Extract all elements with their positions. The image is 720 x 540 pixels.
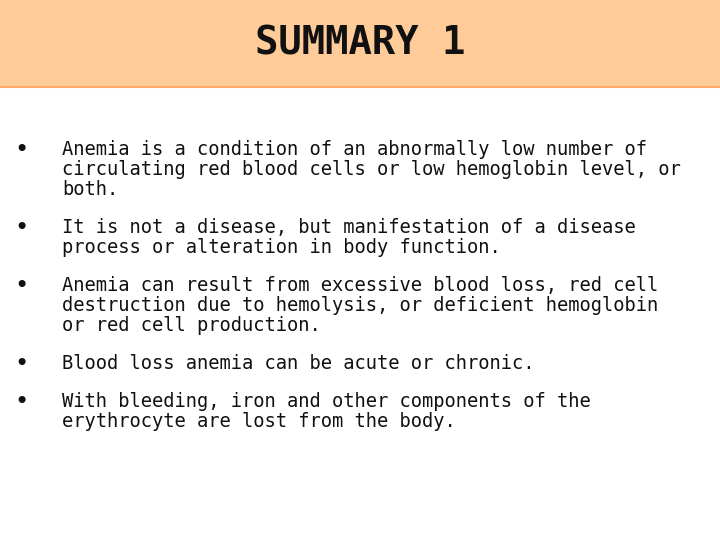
Text: destruction due to hemolysis, or deficient hemoglobin: destruction due to hemolysis, or deficie… — [62, 296, 658, 315]
Text: Blood loss anemia can be acute or chronic.: Blood loss anemia can be acute or chroni… — [62, 354, 534, 373]
Text: both.: both. — [62, 180, 118, 199]
Text: erythrocyte are lost from the body.: erythrocyte are lost from the body. — [62, 412, 456, 431]
Text: Anemia is a condition of an abnormally low number of: Anemia is a condition of an abnormally l… — [62, 140, 647, 159]
Text: process or alteration in body function.: process or alteration in body function. — [62, 238, 500, 257]
Text: •: • — [15, 216, 29, 240]
Text: •: • — [15, 390, 29, 414]
Text: Anemia can result from excessive blood loss, red cell: Anemia can result from excessive blood l… — [62, 276, 658, 295]
Text: SUMMARY 1: SUMMARY 1 — [255, 25, 465, 63]
Text: With bleeding, iron and other components of the: With bleeding, iron and other components… — [62, 392, 590, 411]
Text: It is not a disease, but manifestation of a disease: It is not a disease, but manifestation o… — [62, 218, 636, 237]
Text: or red cell production.: or red cell production. — [62, 316, 320, 335]
Text: •: • — [15, 352, 29, 376]
Text: circulating red blood cells or low hemoglobin level, or: circulating red blood cells or low hemog… — [62, 160, 680, 179]
Bar — [0, 0, 720, 87]
Text: •: • — [15, 138, 29, 162]
Text: •: • — [15, 274, 29, 298]
